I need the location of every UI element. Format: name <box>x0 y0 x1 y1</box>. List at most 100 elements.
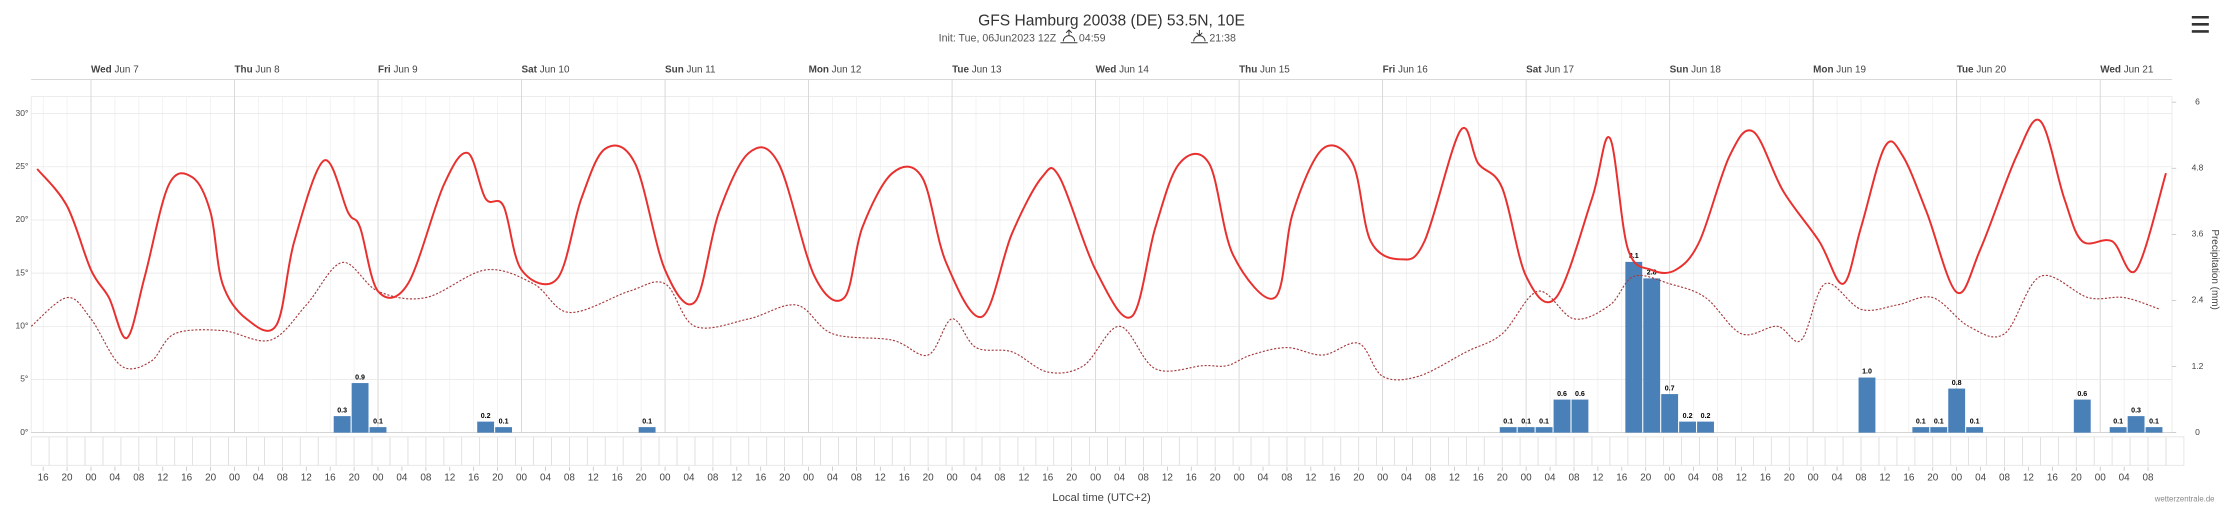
x-tick-label: 20 <box>2071 473 2083 484</box>
x-tick-label: 04 <box>1832 473 1844 484</box>
x-tick-label: 04 <box>253 473 265 484</box>
x-tick-label: 12 <box>157 473 169 484</box>
precip-label: 0.1 <box>2149 417 2159 425</box>
precip-bar <box>1966 427 1984 433</box>
precip-bar <box>1625 261 1643 433</box>
x-tick-label: 12 <box>1736 473 1748 484</box>
x-tick-label: 00 <box>1377 473 1389 484</box>
menu-button[interactable] <box>2191 15 2209 33</box>
x-tick-label: 12 <box>1592 473 1604 484</box>
x-tick-label: 12 <box>1305 473 1317 484</box>
x-tick-label: 20 <box>1497 473 1509 484</box>
x-tick-label: 20 <box>923 473 935 484</box>
precip-label: 0.1 <box>1970 417 1980 425</box>
sunrise-time: 04:59 <box>1079 32 1106 44</box>
x-tick-label: 04 <box>1688 473 1700 484</box>
day-label: Sun Jun 11 <box>665 64 716 75</box>
x-tick-label: 08 <box>2143 473 2155 484</box>
day-label: Mon Jun 12 <box>809 64 862 75</box>
x-tick-label: 04 <box>1401 473 1413 484</box>
x-tick-label: 20 <box>1927 473 1939 484</box>
day-label: Sat Jun 17 <box>1526 64 1574 75</box>
x-tick-label: 16 <box>325 473 337 484</box>
x-tick-label: 08 <box>1855 473 1867 484</box>
precip-bar <box>2109 427 2127 433</box>
init-time: Init: Tue, 06Jun2023 12Z <box>939 32 1057 44</box>
precip-bar <box>1697 421 1714 433</box>
x-tick-label: 00 <box>373 473 385 484</box>
x-tick-label: 20 <box>779 473 791 484</box>
y2-tick-label: 3.6 <box>2192 229 2204 239</box>
x-tick-label: 00 <box>1664 473 1676 484</box>
x-tick-label: 16 <box>1903 473 1915 484</box>
x-tick-label: 16 <box>1329 473 1341 484</box>
x-tick-label: 16 <box>181 473 193 484</box>
day-label: Wed Jun 14 <box>1096 64 1150 75</box>
precip-bar <box>1517 427 1535 433</box>
day-label: Sun Jun 18 <box>1670 64 1722 75</box>
sunset-time: 21:38 <box>1209 32 1236 44</box>
precip-label: 0.1 <box>1934 417 1944 425</box>
x-tick-label: 16 <box>1616 473 1628 484</box>
x-tick-label: 08 <box>1281 473 1293 484</box>
x-tick-label: 08 <box>277 473 289 484</box>
x-tick-label: 04 <box>1975 473 1987 484</box>
precip-label: 0.7 <box>1665 384 1675 392</box>
x-tick-label: 00 <box>1090 473 1102 484</box>
precip-label: 0.2 <box>1701 412 1711 420</box>
day-label: Sat Jun 10 <box>522 64 570 75</box>
x-tick-label: 16 <box>899 473 911 484</box>
x-tick-label: 00 <box>947 473 959 484</box>
y-tick-label: 20° <box>15 214 28 224</box>
precip-bar <box>1679 421 1697 433</box>
x-tick-label: 16 <box>1186 473 1198 484</box>
x-tick-label: 16 <box>1760 473 1772 484</box>
precip-bar <box>1930 427 1948 433</box>
day-label: Fri Jun 16 <box>1383 64 1429 75</box>
x-tick-label: 08 <box>420 473 432 484</box>
precip-bar <box>1912 427 1930 433</box>
x-tick-label: 20 <box>349 473 361 484</box>
precip-label: 0.8 <box>1952 379 1962 387</box>
precip-label: 0.2 <box>1683 412 1693 420</box>
x-tick-label: 08 <box>564 473 576 484</box>
precip-bar <box>1499 427 1517 433</box>
x-tick-label: 12 <box>1879 473 1891 484</box>
precip-label: 0.1 <box>642 417 652 425</box>
x-tick-label: 20 <box>636 473 648 484</box>
precip-bar <box>1858 377 1876 433</box>
x-tick-label: 12 <box>2023 473 2035 484</box>
x-axis-title: Local time (UTC+2) <box>1052 492 1151 504</box>
x-tick-label: 12 <box>1449 473 1461 484</box>
day-label: Wed Jun 21 <box>2100 64 2154 75</box>
plot-area <box>30 96 2173 433</box>
precip-label: 0.3 <box>337 406 347 414</box>
x-tick-label: 08 <box>1425 473 1437 484</box>
precip-label: 0.1 <box>373 417 383 425</box>
precip-bar <box>1643 278 1661 433</box>
y2-tick-label: 1.2 <box>2192 361 2204 371</box>
precip-label: 0.2 <box>481 412 491 420</box>
x-tick-label: 20 <box>1640 473 1652 484</box>
x-tick-label: 20 <box>62 473 74 484</box>
precip-bar <box>495 427 513 433</box>
precip-bar <box>2073 399 2091 433</box>
y-tick-label: 15° <box>15 267 28 277</box>
x-tick-label: 00 <box>803 473 815 484</box>
x-tick-label: 16 <box>468 473 480 484</box>
x-tick-label: 16 <box>612 473 624 484</box>
precip-label: 0.6 <box>1575 390 1585 398</box>
x-tick-label: 00 <box>229 473 241 484</box>
x-tick-label: 00 <box>1234 473 1246 484</box>
x-tick-label: 16 <box>1473 473 1485 484</box>
day-label: Fri Jun 9 <box>378 64 418 75</box>
x-tick-label: 00 <box>660 473 672 484</box>
precip-bar <box>2127 416 2145 433</box>
y2-tick-label: 2.4 <box>2192 295 2204 305</box>
day-label: Thu Jun 8 <box>235 64 281 75</box>
y2-tick-label: 4.8 <box>2192 162 2204 172</box>
x-tick-label: 08 <box>1999 473 2011 484</box>
day-label: Tue Jun 20 <box>1957 64 2007 75</box>
precip-label: 0.3 <box>2131 406 2141 414</box>
